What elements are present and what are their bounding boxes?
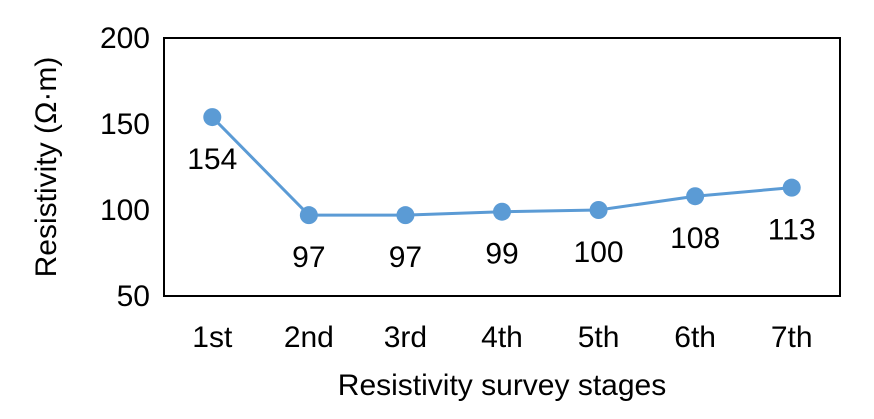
series-markers	[203, 108, 801, 225]
y-axis-title: Resistivity (Ω·m)	[30, 57, 63, 278]
data-point-marker	[589, 201, 608, 219]
data-label: 108	[670, 222, 720, 255]
x-axis-title: Resistivity survey stages	[338, 369, 666, 402]
x-tick-label: 5th	[578, 321, 620, 354]
data-label: 97	[389, 241, 422, 274]
data-point-marker	[396, 206, 415, 225]
x-tick-label: 3rd	[384, 321, 427, 354]
data-point-marker	[299, 206, 318, 225]
x-tick-label: 7th	[771, 321, 813, 354]
data-label: 113	[768, 214, 816, 247]
data-label: 99	[485, 238, 518, 271]
data-point-marker	[493, 202, 511, 221]
data-point-marker	[686, 187, 705, 206]
x-tick-label: 1st	[192, 321, 233, 354]
data-point-marker	[782, 178, 801, 197]
y-tick-label: 50	[117, 280, 150, 313]
x-tick-label: 2nd	[284, 321, 334, 354]
data-label: 154	[187, 143, 237, 176]
data-label: 100	[574, 236, 624, 269]
x-tick-label: 4th	[481, 321, 523, 354]
series-line	[211, 116, 792, 217]
data-point-marker	[203, 108, 222, 127]
x-tick-label: 6th	[674, 321, 716, 354]
y-tick-label: 150	[100, 108, 150, 141]
y-axis-ticks: 50 100 150 200	[100, 22, 150, 313]
x-axis-ticks: 1st 2nd 3rd 4th 5th 6th 7th	[192, 321, 812, 354]
y-tick-label: 200	[100, 22, 150, 55]
plot-area-frame	[163, 37, 841, 297]
data-label: 97	[292, 241, 325, 274]
data-labels: 154 97 97 99 100 108 113	[187, 143, 815, 274]
y-tick-label: 100	[100, 194, 150, 227]
